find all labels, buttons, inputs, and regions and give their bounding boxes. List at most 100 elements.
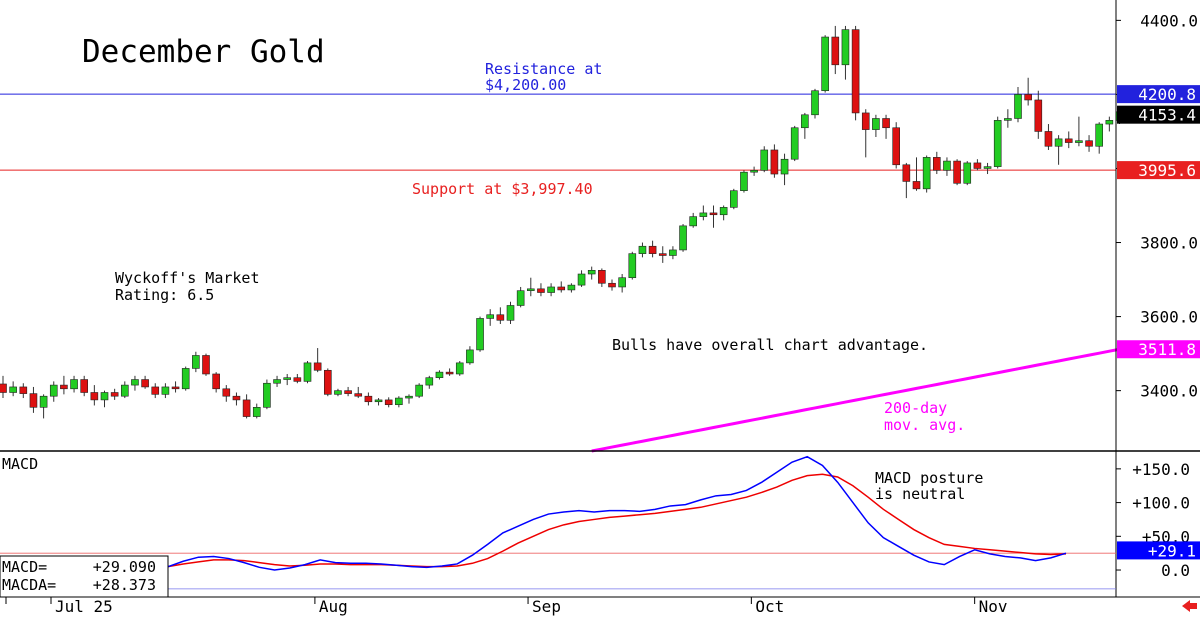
candle: [323, 368, 332, 397]
candle-body: [141, 379, 149, 388]
candle-body: [445, 371, 454, 375]
candle-body: [405, 395, 413, 399]
candle: [496, 307, 505, 324]
candle-body: [770, 149, 779, 175]
resistance-badge-text: 4200.8: [1138, 85, 1196, 104]
candle: [547, 283, 555, 297]
candle-body: [719, 207, 728, 216]
candle: [638, 242, 647, 258]
candle-body: [313, 362, 322, 371]
macd-annotation-line1: MACD posture: [875, 469, 983, 487]
support-badge: 3995.6: [1117, 161, 1200, 180]
candle: [60, 375, 68, 395]
candle: [516, 286, 525, 308]
scroll-left-arrow-icon[interactable]: [1182, 600, 1197, 612]
candle-body: [110, 392, 119, 397]
candle-body: [435, 371, 444, 378]
candle-body: [49, 384, 58, 397]
candle: [273, 375, 281, 387]
candle-body: [384, 399, 393, 406]
candle: [841, 25, 850, 80]
candle: [466, 346, 474, 365]
candle-body: [953, 160, 961, 184]
candle: [526, 277, 535, 297]
candle: [993, 116, 1002, 169]
candle: [415, 383, 423, 399]
candle-body: [1054, 138, 1063, 147]
macda-legend-name: MACDA=: [2, 576, 56, 594]
candle: [19, 383, 28, 399]
candle-body: [932, 157, 941, 171]
candle-body: [740, 171, 748, 191]
candle: [973, 159, 982, 171]
support-label: Support at $3,997.40: [412, 180, 593, 198]
candles: [0, 25, 1124, 419]
candle-body: [1024, 94, 1032, 101]
x-axis-label: Jul 25: [55, 597, 113, 616]
candle-body: [618, 277, 626, 288]
candle: [435, 370, 444, 380]
macd-line: [167, 455, 1067, 571]
candle: [740, 170, 748, 193]
candle-body: [882, 118, 890, 129]
candle-body: [334, 390, 342, 395]
candle: [983, 162, 992, 175]
macd-legend: MACD= +29.090 MACDA= +28.373: [0, 555, 169, 598]
candle-body: [242, 399, 251, 417]
candle-body: [415, 384, 423, 397]
x-axis: Jul 25 Aug Sep Oct Nov: [5, 597, 1008, 616]
candle-body: [658, 253, 667, 256]
candle-body: [273, 379, 281, 384]
candle: [872, 114, 880, 138]
candle-body: [983, 166, 992, 169]
candle-body: [252, 407, 261, 417]
candle-body: [709, 212, 718, 216]
candle-body: [181, 368, 190, 390]
candle: [1024, 77, 1032, 106]
candle-body: [638, 245, 647, 254]
macd-annotation-line2: is neutral: [875, 485, 965, 503]
candle-body: [1004, 118, 1012, 121]
candle-body: [1014, 94, 1022, 119]
candle: [699, 205, 708, 221]
candle: [192, 351, 200, 373]
candle-body: [689, 216, 698, 227]
candle: [455, 361, 464, 376]
candle: [334, 388, 342, 397]
candle: [557, 281, 566, 293]
candle-body: [567, 284, 576, 291]
candle: [293, 373, 302, 384]
rating-label-line1: Wyckoff's Market: [115, 269, 260, 287]
candle: [313, 348, 322, 373]
macd-tick-label: +100.0: [1132, 494, 1190, 513]
candle-body: [861, 112, 870, 130]
candle: [912, 157, 921, 191]
candle-body: [354, 393, 363, 397]
price-tick-label: 3400.0: [1140, 382, 1198, 401]
candle: [892, 122, 901, 169]
candle-body: [80, 379, 88, 393]
macda-legend-value: +28.373: [93, 576, 156, 594]
candle-body: [872, 118, 880, 130]
candle: [1044, 124, 1053, 150]
candle-body: [760, 149, 769, 171]
candle: [49, 381, 58, 402]
candle: [445, 368, 454, 376]
macd-current-badge: +29.1: [1117, 541, 1200, 560]
candle: [506, 301, 515, 324]
candle-body: [669, 249, 677, 256]
macd-title: MACD: [2, 455, 38, 473]
candle: [90, 385, 99, 406]
candle-body: [912, 181, 921, 190]
candle-body: [537, 288, 545, 293]
candle: [719, 205, 728, 221]
candle-body: [395, 397, 403, 406]
candle-body: [648, 245, 657, 254]
candle-body: [476, 318, 484, 351]
candle-body: [577, 273, 586, 286]
candle-body: [526, 288, 535, 291]
candle: [587, 266, 596, 280]
resistance-badge: 4200.8: [1117, 85, 1200, 104]
candle-body: [1034, 99, 1043, 132]
candle-body: [628, 253, 637, 279]
